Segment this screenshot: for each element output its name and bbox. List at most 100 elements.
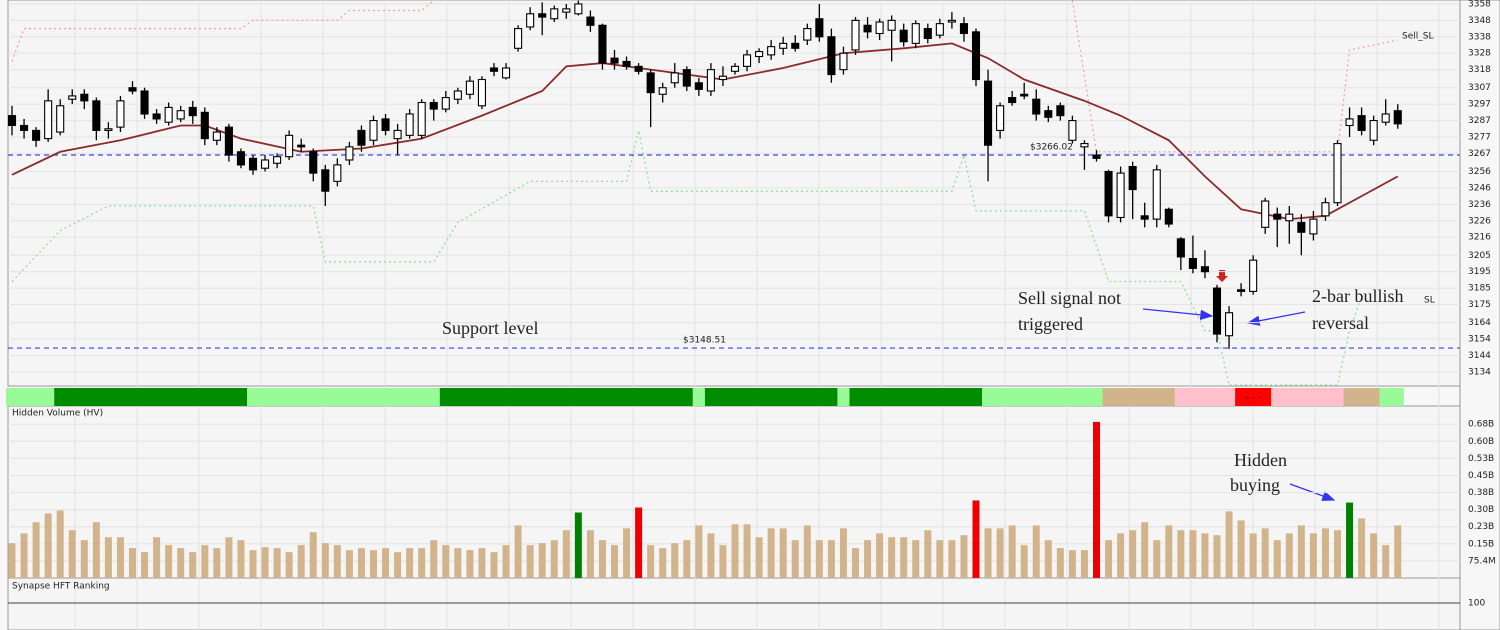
candle-body <box>911 23 920 44</box>
volume-bar <box>213 548 221 578</box>
volume-bar <box>225 537 233 578</box>
candle-body <box>236 151 245 166</box>
volume-bar <box>1153 540 1161 578</box>
volume-bar <box>791 540 799 578</box>
candle-body <box>297 144 306 148</box>
y-tick-label: 3164 <box>1468 318 1491 328</box>
annotation: Hidden <box>1234 450 1287 470</box>
volume-bar <box>321 543 329 578</box>
arrow <box>1246 311 1306 326</box>
volume-bar <box>839 528 847 578</box>
candle-body <box>465 80 474 95</box>
candle-body <box>152 113 161 120</box>
volume-bar <box>1165 525 1173 578</box>
ranking-panel <box>7 577 1461 630</box>
volume-bar <box>924 530 932 578</box>
volume-bar <box>1105 540 1113 578</box>
signal-arrow <box>1216 270 1228 282</box>
candle-body <box>1188 257 1197 269</box>
ranking-segment <box>439 388 693 406</box>
y-tick-label: 3256 <box>1468 167 1491 177</box>
candle-body <box>1261 200 1270 228</box>
candle-body <box>1068 120 1077 141</box>
volume-bar <box>1249 533 1257 578</box>
candle-body <box>1321 202 1330 217</box>
volume-bar <box>68 530 76 578</box>
volume-bar <box>8 543 16 578</box>
y-tick-label: 100 <box>1468 599 1485 609</box>
volume-bar <box>1032 525 1040 578</box>
candle-body <box>851 19 860 51</box>
y-tick-label: 0.38B <box>1468 488 1494 498</box>
volume-bar <box>526 545 534 578</box>
volume-bar <box>562 530 570 578</box>
candle-body <box>7 115 17 127</box>
candle-body <box>742 54 752 67</box>
annotation: Sell signal not <box>1018 288 1121 308</box>
candle-body <box>694 82 703 90</box>
candle-body <box>1152 169 1161 220</box>
candle-body <box>188 106 197 117</box>
candle-body <box>429 101 438 110</box>
candle-body <box>1128 166 1137 191</box>
candle-body <box>1369 120 1378 141</box>
volume-bar <box>237 540 245 578</box>
level-label: $3148.51 <box>683 336 726 346</box>
ranking-segment <box>837 388 850 406</box>
volume-bar <box>1080 550 1088 578</box>
candle-body <box>658 87 667 95</box>
ranking-segment <box>6 388 55 406</box>
ranking-label: - - - <box>1245 393 1260 403</box>
volume-bar <box>273 548 281 578</box>
volume-bar <box>1297 525 1305 578</box>
candle-body <box>200 111 209 140</box>
candle-body <box>1044 110 1053 118</box>
volume-bar <box>1382 545 1390 578</box>
y-tick-label: 3205 <box>1468 251 1491 261</box>
candle-body <box>598 24 607 64</box>
volume-bar <box>442 545 450 578</box>
ranking-segment <box>1271 388 1344 406</box>
annotation: buying <box>1230 475 1280 495</box>
volume-bar <box>647 545 655 578</box>
volume-bar <box>707 533 715 578</box>
moving-average <box>11 42 1399 221</box>
candle-body <box>321 169 330 192</box>
candle-body <box>996 105 1005 131</box>
volume-bar <box>1334 530 1341 578</box>
sell-stop-line <box>11 0 1398 153</box>
volume-bar <box>129 548 136 578</box>
y-tick-label: 3277 <box>1468 132 1491 142</box>
candle-body <box>622 60 631 67</box>
stop-label: SL <box>1424 296 1435 306</box>
candle-body <box>923 28 932 39</box>
candle-body <box>959 23 969 35</box>
y-tick-label: 0.53B <box>1468 454 1494 464</box>
volume-bar <box>538 543 546 578</box>
volume-bar <box>984 528 992 578</box>
volume-bar <box>876 533 884 578</box>
candle-body <box>971 31 981 81</box>
y-tick-label: 75.4M <box>1468 556 1496 566</box>
volume-bar <box>767 528 775 578</box>
volume-bar <box>1213 535 1221 578</box>
candle-body <box>140 90 149 115</box>
candle-body <box>176 110 185 120</box>
volume-bar <box>1008 525 1016 578</box>
panel-title: Synapse HFT Ranking <box>12 582 110 592</box>
volume-bar <box>309 532 317 578</box>
volume-bar <box>864 540 872 578</box>
candle-body <box>285 134 294 158</box>
volume-bar <box>406 548 414 578</box>
candle-body <box>1237 289 1246 292</box>
price-panel <box>7 0 1461 387</box>
volume-bar <box>32 522 40 578</box>
volume-bar <box>635 507 643 578</box>
volume-bar <box>936 540 944 578</box>
volume-bar <box>960 535 968 578</box>
volume-bar <box>1261 528 1269 578</box>
candle-body <box>574 3 583 15</box>
volume-bar <box>20 533 28 578</box>
ranking-segment <box>54 388 248 406</box>
